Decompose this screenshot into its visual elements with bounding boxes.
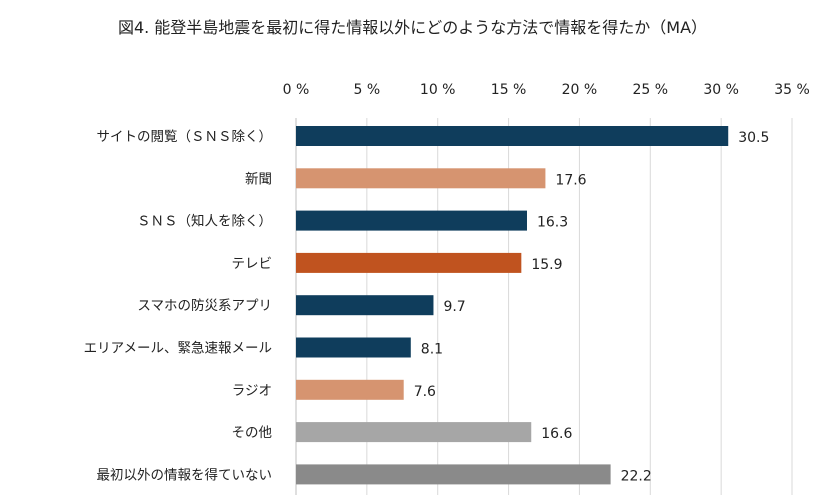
- x-tick-label: 10 %: [420, 82, 456, 98]
- data-label: 16.3: [537, 215, 568, 231]
- category-label: 新聞: [245, 171, 272, 187]
- bar: [296, 337, 411, 358]
- category-label: ＳＮＳ（知人を除く）: [137, 213, 272, 230]
- data-label: 8.1: [421, 342, 443, 358]
- bar: [296, 168, 546, 189]
- category-label: テレビ: [232, 256, 273, 272]
- x-tick-label: 25 %: [632, 82, 668, 98]
- chart-title: 図4. 能登半島地震を最初に得た情報以外にどのような方法で情報を得たか（MA）: [117, 18, 708, 37]
- x-tick-label: 15 %: [491, 82, 527, 98]
- category-label: ラジオ: [232, 383, 272, 399]
- data-label: 16.6: [541, 426, 572, 442]
- bar: [296, 126, 729, 146]
- data-label: 22.2: [621, 468, 652, 484]
- data-label: 15.9: [531, 257, 562, 273]
- data-label: 7.6: [414, 384, 436, 400]
- category-label: その他: [232, 425, 273, 441]
- category-label: サイトの閲覧（ＳＮＳ除く）: [97, 128, 273, 145]
- bar: [296, 422, 532, 443]
- bar: [296, 295, 434, 316]
- data-label: 30.5: [738, 130, 769, 146]
- x-tick-label: 5 %: [354, 82, 381, 98]
- bar: [296, 210, 527, 231]
- x-tick-label: 0 %: [283, 82, 310, 98]
- x-tick-label: 30 %: [703, 82, 739, 98]
- x-tick-label: 20 %: [562, 82, 598, 98]
- category-label: 最初以外の情報を得ていない: [97, 466, 273, 483]
- data-label: 9.7: [443, 299, 465, 315]
- bar: [296, 464, 611, 485]
- category-label: スマホの防災系アプリ: [137, 298, 272, 314]
- category-label: エリアメール、緊急速報メール: [84, 341, 272, 357]
- data-label: 17.6: [555, 172, 586, 188]
- bar: [296, 379, 404, 400]
- x-tick-label: 35 %: [774, 82, 810, 98]
- bar: [296, 252, 522, 273]
